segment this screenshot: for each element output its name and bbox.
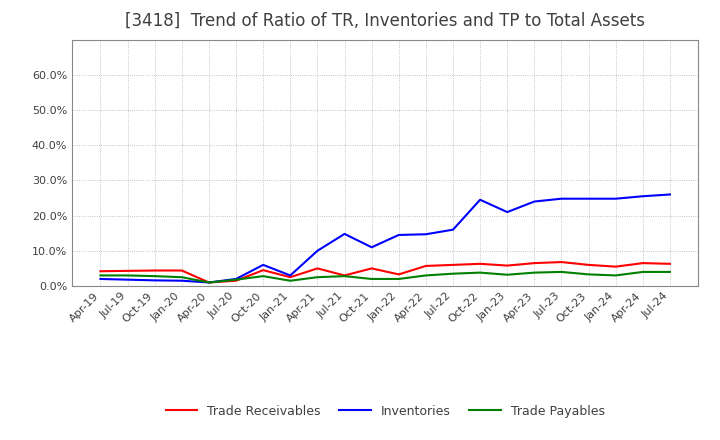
- Trade Payables: [123, 273, 132, 278]
- Trade Receivables: [530, 260, 539, 266]
- Trade Receivables: [665, 261, 674, 267]
- Trade Payables: [639, 269, 647, 275]
- Trade Receivables: [232, 278, 240, 283]
- Inventories: [96, 276, 105, 282]
- Trade Payables: [286, 278, 294, 283]
- Inventories: [639, 194, 647, 199]
- Trade Payables: [395, 276, 403, 282]
- Trade Payables: [503, 272, 511, 277]
- Trade Payables: [584, 272, 593, 277]
- Inventories: [449, 227, 457, 232]
- Trade Receivables: [150, 268, 159, 273]
- Line: Trade Receivables: Trade Receivables: [101, 262, 670, 282]
- Trade Receivables: [421, 263, 430, 268]
- Trade Receivables: [96, 268, 105, 274]
- Trade Receivables: [584, 262, 593, 268]
- Trade Receivables: [313, 266, 322, 271]
- Inventories: [313, 248, 322, 253]
- Trade Receivables: [259, 268, 268, 273]
- Trade Payables: [341, 274, 349, 279]
- Trade Payables: [178, 275, 186, 280]
- Trade Payables: [665, 269, 674, 275]
- Inventories: [123, 277, 132, 282]
- Trade Receivables: [449, 262, 457, 268]
- Trade Receivables: [286, 275, 294, 280]
- Trade Payables: [232, 277, 240, 282]
- Trade Payables: [204, 280, 213, 285]
- Trade Payables: [530, 270, 539, 275]
- Inventories: [259, 262, 268, 268]
- Trade Receivables: [341, 273, 349, 278]
- Trade Receivables: [367, 266, 376, 271]
- Trade Payables: [313, 275, 322, 280]
- Inventories: [178, 278, 186, 283]
- Trade Receivables: [123, 268, 132, 274]
- Inventories: [232, 276, 240, 282]
- Inventories: [503, 209, 511, 215]
- Inventories: [584, 196, 593, 202]
- Trade Receivables: [503, 263, 511, 268]
- Trade Payables: [611, 273, 620, 278]
- Inventories: [530, 199, 539, 204]
- Inventories: [421, 231, 430, 237]
- Inventories: [476, 197, 485, 202]
- Trade Receivables: [476, 261, 485, 267]
- Inventories: [611, 196, 620, 202]
- Legend: Trade Receivables, Inventories, Trade Payables: Trade Receivables, Inventories, Trade Pa…: [161, 400, 610, 423]
- Trade Receivables: [395, 272, 403, 277]
- Trade Receivables: [639, 260, 647, 266]
- Trade Payables: [96, 273, 105, 278]
- Title: [3418]  Trend of Ratio of TR, Inventories and TP to Total Assets: [3418] Trend of Ratio of TR, Inventories…: [125, 12, 645, 30]
- Inventories: [367, 245, 376, 250]
- Trade Payables: [449, 271, 457, 276]
- Trade Receivables: [178, 268, 186, 273]
- Trade Payables: [150, 274, 159, 279]
- Inventories: [557, 196, 566, 202]
- Inventories: [286, 273, 294, 278]
- Line: Trade Payables: Trade Payables: [101, 272, 670, 282]
- Trade Receivables: [204, 280, 213, 285]
- Inventories: [341, 231, 349, 237]
- Trade Payables: [476, 270, 485, 275]
- Trade Payables: [367, 276, 376, 282]
- Trade Payables: [259, 274, 268, 279]
- Inventories: [665, 192, 674, 197]
- Line: Inventories: Inventories: [101, 194, 670, 282]
- Trade Payables: [421, 273, 430, 278]
- Trade Receivables: [557, 260, 566, 265]
- Inventories: [150, 278, 159, 283]
- Inventories: [395, 232, 403, 238]
- Trade Receivables: [611, 264, 620, 269]
- Inventories: [204, 280, 213, 285]
- Trade Payables: [557, 269, 566, 275]
